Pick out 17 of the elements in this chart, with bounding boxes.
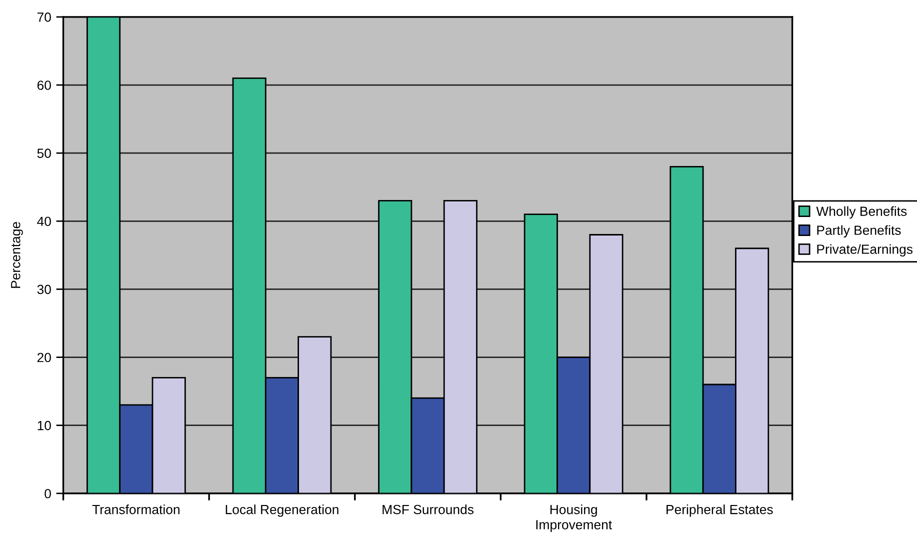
y-tick-label: 0	[44, 488, 51, 498]
y-tick-label: 50	[37, 148, 51, 158]
x-tick-label: Local Regeneration	[226, 504, 338, 517]
x-tick-label: Transformation	[92, 504, 180, 514]
y-tick-label: 20	[37, 352, 51, 362]
y-tick-label: 10	[38, 420, 51, 430]
y-tick-label: 30	[37, 284, 51, 294]
y-tick-label: 70	[37, 12, 51, 22]
x-tick-label: Housing Improvement	[536, 504, 612, 532]
legend-label: Partly Benefits	[817, 225, 901, 238]
x-tick-label: MSF Surrounds	[382, 504, 474, 514]
y-axis-title: Percentage	[11, 222, 23, 288]
y-tick-label: 60	[37, 80, 51, 90]
legend-label: Private/Earnings	[817, 244, 913, 257]
legend-label: Wholly Benefits	[816, 206, 907, 219]
x-tick-label: Peripheral Estates	[666, 504, 773, 517]
y-tick-label: 40	[37, 216, 51, 226]
